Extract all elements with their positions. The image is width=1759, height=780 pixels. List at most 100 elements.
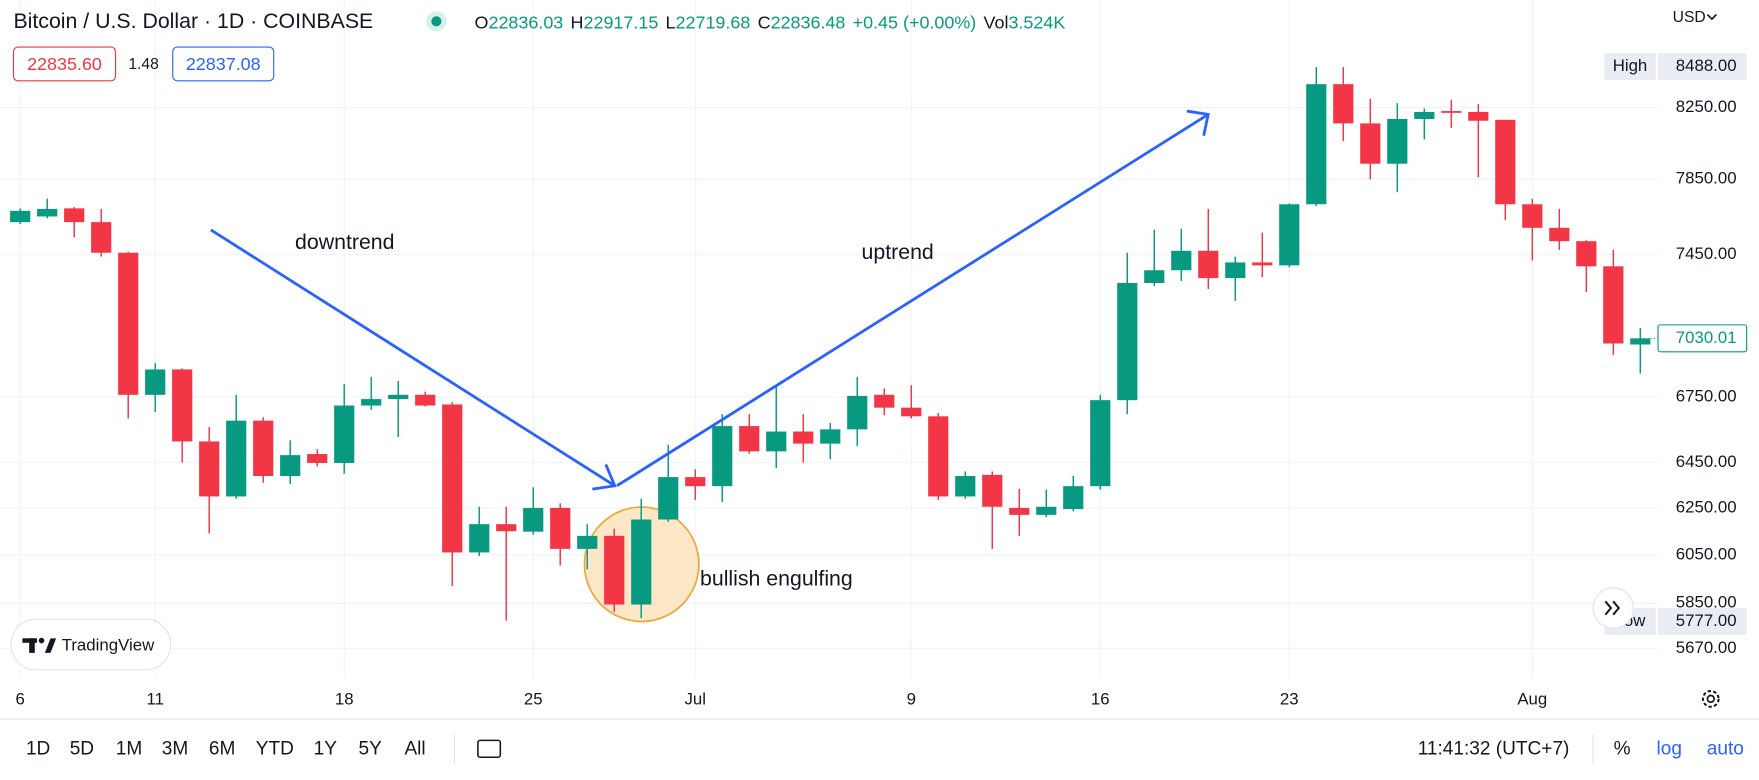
ask[interactable]: 22837.08 (186, 54, 261, 74)
auto-toggle[interactable]: auto (1707, 738, 1744, 759)
candle-body (1090, 400, 1111, 487)
bid-box[interactable] (12, 46, 117, 82)
candle-body (415, 394, 436, 406)
log-toggle[interactable]: log (1657, 738, 1682, 759)
candle-body (739, 426, 760, 452)
candle-body (172, 369, 193, 442)
candle-body (874, 394, 895, 408)
candle-body (253, 420, 274, 476)
y-tick-label: 8250.00 (1676, 97, 1737, 116)
range-button[interactable]: 3M (162, 738, 188, 759)
settings-gear[interactable] (1701, 690, 1720, 708)
candle-body (361, 399, 382, 406)
range-button[interactable]: 5Y (359, 738, 383, 759)
candle-body (523, 507, 544, 532)
scroll-button[interactable] (1592, 587, 1634, 629)
x-tick-label: 6 (16, 689, 25, 708)
candle-body (982, 474, 1003, 507)
scroll-icon (1612, 600, 1621, 616)
candle-body (1063, 486, 1084, 510)
status-dot (431, 16, 442, 27)
ohlc-value: 22836.03 (488, 12, 563, 32)
logo-box[interactable] (10, 618, 172, 671)
range-button[interactable]: 1Y (314, 738, 338, 759)
arrow-head (1186, 109, 1210, 137)
candle-body (1009, 507, 1030, 515)
candle-body (91, 222, 112, 253)
candle-body (1495, 119, 1516, 205)
candle-body (469, 524, 490, 553)
y-tick-label: 5670.00 (1676, 638, 1737, 657)
range-button[interactable]: 6M (209, 738, 235, 759)
range-buttons: 1D 5D 1M 3M 6M YTD 1Y 5Y All (26, 738, 426, 759)
uptrend-arrow (616, 113, 1209, 487)
candle-body (1549, 227, 1570, 242)
candle-body (658, 477, 679, 520)
ohlc-label: H (571, 12, 584, 32)
spread: 1.48 (128, 56, 159, 73)
x-tick-label: 16 (1091, 689, 1110, 708)
settings-gear-center[interactable] (1706, 694, 1715, 704)
candle-body (955, 475, 976, 497)
candle-body (604, 535, 625, 605)
logo-text[interactable]: TradingView (62, 636, 155, 655)
x-tick-label: 25 (524, 689, 543, 708)
candle-body (1441, 111, 1462, 113)
logo-part (29, 638, 35, 653)
ohlc-label: L (666, 12, 676, 32)
ohlc-value: 22836.48 (771, 12, 846, 32)
candle-body (712, 426, 733, 487)
change: +0.45 (+0.00%) (853, 12, 977, 32)
candle-body (631, 519, 652, 605)
candle-body (1468, 111, 1489, 121)
candle-body (1522, 204, 1543, 228)
compare-icon[interactable] (477, 739, 502, 759)
high-price: 8488.00 (1676, 56, 1737, 75)
candle-body (1603, 266, 1624, 344)
candle-body (388, 394, 409, 400)
y-tick-label: 6450.00 (1676, 452, 1737, 471)
range-button[interactable]: YTD (256, 738, 294, 759)
bid[interactable]: 22835.60 (27, 54, 102, 74)
candle-body (442, 404, 463, 553)
range-button[interactable]: 1M (116, 738, 142, 759)
candle-body (1252, 262, 1273, 266)
candle-body (64, 208, 85, 223)
range-button[interactable]: 5D (70, 738, 94, 759)
candle-body (928, 416, 949, 497)
candle-body (550, 507, 571, 549)
candle-body (577, 535, 598, 549)
candle-body (1630, 338, 1651, 345)
candle-body (1279, 204, 1300, 266)
candle-body (1171, 250, 1192, 271)
x-tick-label: Jul (684, 689, 706, 708)
downtrend-arrow (210, 228, 616, 487)
range-button[interactable]: All (404, 738, 425, 759)
y-tick-label: 6050.00 (1676, 544, 1737, 563)
y-tick-label: 6750.00 (1676, 386, 1737, 405)
candle-body (145, 369, 166, 395)
candle-body (820, 429, 841, 444)
annotation: downtrend (295, 230, 394, 254)
candle-body (766, 431, 787, 452)
x-tick-label: Aug (1517, 689, 1547, 708)
candles (10, 67, 1651, 621)
ohlc-label: O (475, 12, 489, 32)
ask-box[interactable] (172, 46, 275, 82)
x-tick-label: 9 (907, 689, 916, 708)
candle-body (1576, 241, 1597, 267)
low-price-bg (1658, 607, 1747, 635)
candle-body (334, 405, 355, 463)
ohlc-label: C (758, 12, 771, 32)
currency[interactable]: USD (1673, 9, 1706, 26)
ohlc-line: O22836.03 H22917.15 L22719.68 C22836.48 … (475, 12, 1066, 32)
candle-body (1225, 262, 1246, 279)
ohlc-value: 22917.15 (584, 12, 659, 32)
candle-body (847, 395, 868, 430)
percent-toggle[interactable]: % (1614, 738, 1631, 759)
last-price: 7030.01 (1676, 328, 1737, 347)
range-button[interactable]: 1D (26, 738, 50, 759)
currency-chevron[interactable] (1706, 13, 1717, 21)
x-tick-label: 23 (1280, 689, 1299, 708)
